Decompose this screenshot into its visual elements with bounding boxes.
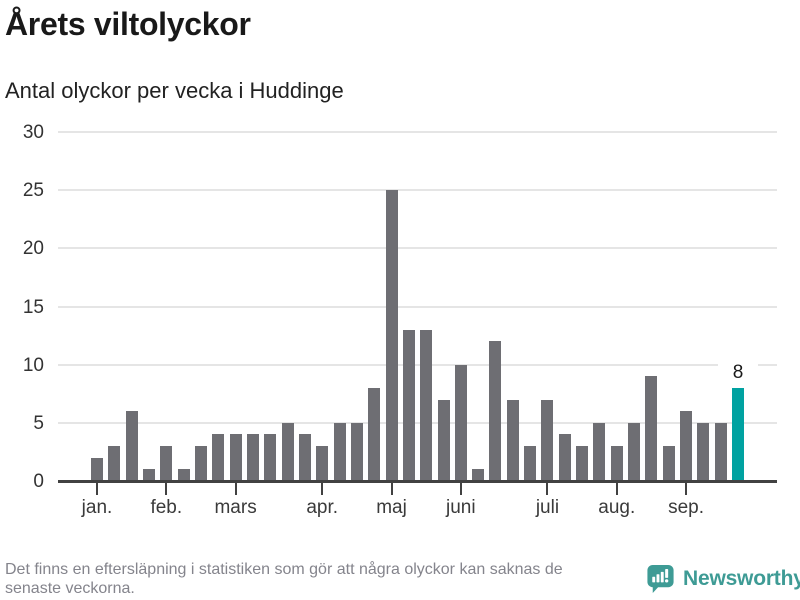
month-tick-juni — [459, 483, 462, 495]
y-axis-label-5: 5 — [33, 412, 44, 434]
gridline-10 — [58, 363, 777, 366]
month-label-feb: feb. — [150, 497, 183, 518]
bar-week-15 — [333, 422, 346, 481]
footer-disclaimer-line1: Det finns en eftersläpning i statistiken… — [5, 561, 563, 578]
month-tick-juli — [546, 483, 549, 495]
highlighted-bar-value-label: 8 — [718, 361, 759, 384]
highlighted-bar-week-38 — [732, 387, 745, 481]
bar-week-33 — [645, 376, 658, 481]
month-tick-maj — [390, 483, 393, 495]
bar-week-14 — [316, 446, 329, 481]
bar-week-34 — [662, 446, 675, 481]
x-axis-line — [58, 480, 777, 483]
bar-week-24 — [489, 341, 502, 481]
footer-disclaimer: Det finns en eftersläpning i statistiken… — [5, 560, 563, 598]
month-label-sep: sep. — [668, 497, 704, 518]
bar-week-26 — [524, 446, 537, 481]
bar-week-9 — [229, 434, 242, 481]
month-label-mars: mars — [214, 497, 257, 518]
bar-week-19 — [402, 329, 415, 481]
y-axis-label-30: 30 — [22, 122, 44, 144]
bar-week-35 — [680, 411, 693, 481]
bar-week-1 — [91, 457, 103, 481]
gridline-25 — [58, 189, 777, 192]
chart-subtitle: Antal olyckor per vecka i Huddinge — [5, 78, 344, 103]
gridline-20 — [58, 247, 777, 250]
y-axis-label-20: 20 — [22, 238, 44, 260]
bar-week-30 — [593, 422, 606, 481]
bar-week-20 — [420, 329, 433, 481]
newsworthy-wordmark: Newsworthy — [683, 567, 800, 590]
bar-week-3 — [125, 411, 138, 481]
bar-week-18 — [385, 190, 398, 481]
bar-week-23 — [472, 469, 485, 481]
month-tick-mars — [234, 483, 237, 495]
bar-week-13 — [298, 434, 311, 481]
month-label-juli: juli — [535, 497, 560, 518]
bar-week-28 — [558, 434, 571, 481]
month-tick-apr — [321, 483, 324, 495]
month-label-maj: maj — [376, 497, 407, 518]
month-tick-aug — [615, 483, 618, 495]
chart-title: Årets viltolyckor — [5, 6, 251, 42]
bar-week-36 — [697, 422, 710, 481]
footer-disclaimer-line2: senaste veckorna. — [5, 580, 135, 597]
bar-week-17 — [368, 387, 381, 481]
gridline-5 — [58, 421, 777, 424]
newsworthy-logo: Newsworthy — [645, 563, 800, 595]
y-axis-label-15: 15 — [22, 296, 44, 318]
gridline-30 — [58, 131, 777, 134]
month-label-juni: juni — [446, 497, 476, 518]
month-label-aug: aug. — [598, 497, 636, 518]
bar-week-2 — [108, 446, 121, 481]
bar-week-4 — [142, 469, 155, 481]
bar-week-5 — [160, 446, 173, 481]
bar-week-12 — [281, 422, 294, 481]
bar-week-21 — [437, 399, 450, 481]
bar-week-22 — [454, 364, 467, 481]
bar-week-29 — [576, 446, 589, 481]
bar-week-10 — [246, 434, 259, 481]
month-label-jan: jan. — [81, 497, 113, 518]
month-tick-feb — [165, 483, 168, 495]
newsworthy-bubble-chart-icon — [647, 564, 674, 594]
bar-week-31 — [610, 446, 623, 481]
month-tick-jan — [96, 483, 98, 495]
bar-week-16 — [350, 422, 363, 481]
bar-week-27 — [541, 399, 554, 481]
bar-week-7 — [194, 446, 207, 481]
bar-week-8 — [212, 434, 225, 481]
y-axis-label-25: 25 — [22, 180, 44, 202]
gridline-15 — [58, 305, 777, 308]
bar-week-25 — [506, 399, 519, 481]
bar-week-37 — [714, 422, 727, 481]
month-label-apr: apr. — [306, 497, 339, 518]
y-axis-label-10: 10 — [22, 354, 44, 376]
bar-week-32 — [628, 422, 641, 481]
y-axis-label-0: 0 — [33, 471, 44, 492]
month-tick-sep — [685, 483, 688, 495]
bar-week-6 — [177, 469, 190, 481]
bar-week-11 — [264, 434, 277, 481]
